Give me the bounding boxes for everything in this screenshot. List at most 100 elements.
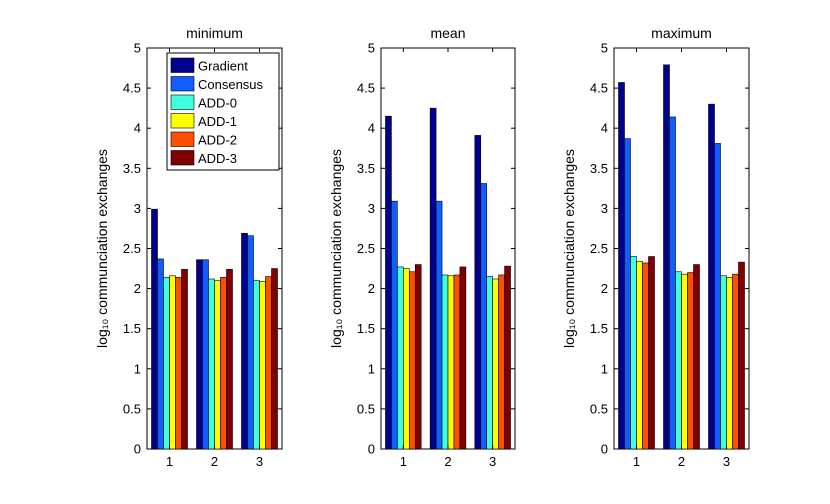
- x-tick-label: 3: [256, 454, 263, 469]
- x-tick-label: 1: [166, 454, 173, 469]
- y-tick-label: 0.5: [590, 401, 608, 416]
- legend-label-ADD-0: ADD-0: [198, 96, 237, 111]
- bar-ADD-1-3: [726, 277, 733, 450]
- x-tick-label: 3: [489, 454, 496, 469]
- y-tick-label: 3.5: [123, 161, 141, 176]
- y-tick-label: 0.5: [357, 401, 375, 416]
- legend-swatch-ADD-0: [170, 94, 195, 110]
- bar-ADD-0-1: [163, 277, 170, 450]
- bar-ADD-0-3: [720, 275, 727, 450]
- bar-Gradient-1: [618, 82, 625, 450]
- bar-ADD-1-2: [447, 275, 455, 450]
- bar-ADD-2-2: [220, 277, 227, 450]
- bar-ADD-2-2: [453, 274, 461, 450]
- x-tick-label: 2: [444, 454, 451, 469]
- bar-Consensus-1: [391, 200, 398, 450]
- bar-ADD-0-3: [253, 280, 260, 450]
- y-tick-label: 2.5: [357, 241, 375, 256]
- bar-Consensus-3: [480, 183, 488, 450]
- x-tick-label: 1: [633, 454, 640, 469]
- legend-swatch-ADD-2: [170, 131, 195, 147]
- y-tick-label: 5: [134, 41, 141, 56]
- bar-Gradient-2: [663, 64, 670, 450]
- bar-ADD-0-2: [675, 271, 682, 450]
- bar-ADD-3-2: [459, 266, 467, 450]
- y-tick-label: 4.5: [123, 81, 141, 96]
- bar-ADD-3-2: [226, 269, 233, 450]
- y-tick-label: 2: [134, 281, 141, 296]
- y-tick-label: 3: [134, 201, 141, 216]
- bar-ADD-2-3: [265, 276, 272, 450]
- bar-ADD-2-3: [498, 274, 505, 450]
- bar-ADD-3-3: [504, 265, 511, 450]
- bar-Consensus-1: [157, 258, 164, 450]
- y-axis-label: log₁₀ communciation exchanges: [94, 149, 110, 348]
- bar-Gradient-3: [474, 135, 482, 450]
- y-tick-label: 4.5: [590, 81, 608, 96]
- y-tick-label: 2.5: [123, 241, 141, 256]
- x-tick-label: 2: [678, 454, 685, 469]
- panel-title: mean: [430, 25, 465, 41]
- y-tick-label: 0: [134, 442, 141, 457]
- bar-ADD-3-1: [181, 269, 188, 450]
- bar-ADD-2-2: [687, 272, 694, 450]
- panel-title: maximum: [651, 25, 712, 41]
- bar-ADD-0-3: [486, 276, 493, 450]
- legend-label-Consensus: Consensus: [198, 77, 264, 92]
- bar-ADD-1-1: [169, 275, 176, 450]
- y-tick-label: 1: [368, 361, 375, 376]
- legend-label-ADD-3: ADD-3: [198, 151, 237, 166]
- bar-ADD-1-1: [403, 268, 410, 450]
- chart-panel-maximum: 0 0.5 1 1.5 2 2.5 3 3.5 4 4.5 5 1 2 3 maximum log₁₀ com…: [561, 25, 750, 469]
- bar-ADD-0-2: [208, 278, 215, 450]
- y-axis-label: log₁₀ communciation exchanges: [561, 149, 577, 348]
- bar-ADD-3-1: [414, 264, 422, 450]
- y-tick-label: 1.5: [123, 321, 141, 336]
- y-tick-label: 1: [601, 361, 608, 376]
- legend-swatch-Consensus: [170, 76, 195, 92]
- bar-ADD-3-2: [693, 264, 700, 450]
- legend-swatch-Gradient: [170, 57, 195, 73]
- bar-Gradient-1: [385, 115, 392, 450]
- y-tick-label: 1.5: [357, 321, 375, 336]
- y-tick-label: 3: [368, 201, 375, 216]
- y-tick-label: 3: [601, 201, 608, 216]
- legend-swatch-ADD-1: [170, 113, 195, 129]
- bar-ADD-2-3: [732, 273, 739, 450]
- bar-ADD-2-1: [175, 277, 182, 450]
- y-tick-label: 1.5: [590, 321, 608, 336]
- bar-Consensus-1: [624, 138, 631, 450]
- y-tick-label: 2: [368, 281, 375, 296]
- y-tick-label: 4: [601, 121, 608, 136]
- y-tick-label: 2: [601, 281, 608, 296]
- y-tick-label: 5: [368, 41, 375, 56]
- bar-ADD-3-3: [271, 268, 278, 450]
- y-tick-label: 1: [134, 361, 141, 376]
- bar-ADD-0-2: [441, 274, 449, 450]
- bar-Gradient-2: [429, 107, 437, 450]
- y-tick-label: 4.5: [357, 81, 375, 96]
- bar-Consensus-2: [669, 116, 676, 450]
- y-tick-label: 5: [601, 41, 608, 56]
- bar-Consensus-2: [435, 200, 443, 450]
- y-tick-label: 0: [601, 442, 608, 457]
- bar-ADD-2-1: [642, 262, 649, 450]
- bar-Gradient-3: [241, 232, 248, 450]
- chart-panel-minimum: 0 0.5 1 1.5 2 2.5 3 3.5 4 4.5 5 1 2 3 minimum log₁₀ com…: [94, 25, 283, 469]
- y-tick-label: 3.5: [357, 161, 375, 176]
- x-tick-label: 1: [400, 454, 407, 469]
- bar-ADD-0-1: [630, 256, 637, 450]
- legend-swatch-ADD-3: [170, 150, 195, 166]
- legend-label-ADD-1: ADD-1: [198, 114, 237, 129]
- x-tick-label: 2: [211, 454, 218, 469]
- y-tick-label: 0: [368, 442, 375, 457]
- y-tick-label: 4: [368, 121, 375, 136]
- legend-label-ADD-2: ADD-2: [198, 133, 237, 148]
- y-tick-label: 3.5: [590, 161, 608, 176]
- chart-panel-mean: 0 0.5 1 1.5 2 2.5 3 3.5 4 4.5 5 1 2 3 mean log₁₀ commun…: [328, 25, 516, 469]
- bar-Consensus-3: [247, 235, 254, 450]
- bar-ADD-1-1: [636, 261, 643, 450]
- y-tick-label: 2.5: [590, 241, 608, 256]
- y-axis-label: log₁₀ communciation exchanges: [328, 149, 344, 348]
